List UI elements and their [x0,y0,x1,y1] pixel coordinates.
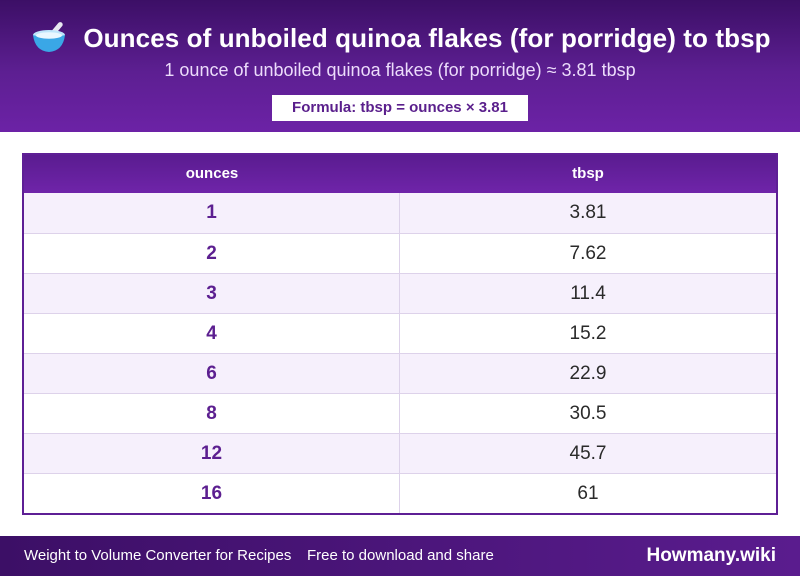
tbsp-cell: 7.62 [569,243,607,264]
tbsp-cell: 11.4 [570,283,606,304]
footer-bar: Weight to Volume Converter for Recipes F… [0,536,800,576]
table-row: 4 15.2 [24,313,776,353]
title-row: Ounces of unboiled quinoa flakes (for po… [0,18,800,58]
ounces-cell: 16 [24,474,400,513]
tbsp-cell: 45.7 [569,443,607,464]
conversion-table: ounces tbsp 1 3.81 2 7.62 3 11.4 4 15.2 … [22,153,778,515]
page-subtitle: 1 ounce of unboiled quinoa flakes (for p… [164,60,636,80]
brand-logo-text[interactable]: Howmany.wiki [646,545,776,566]
ounces-cell: 12 [24,434,400,473]
table-row: 6 22.9 [24,353,776,393]
tbsp-cell: 3.81 [569,202,607,223]
tbsp-cell: 61 [577,483,599,504]
table-row: 12 45.7 [24,433,776,473]
tbsp-cell: 30.5 [569,403,607,424]
column-header-ounces: ounces [185,165,239,182]
ounces-cell: 8 [24,394,400,433]
table-header-row: ounces tbsp [24,155,776,193]
column-header-tbsp: tbsp [572,165,604,182]
footer-tagline: Free to download and share [307,547,494,564]
bowl-with-spoon-icon [29,18,69,58]
tbsp-cell: 22.9 [569,363,607,384]
page-title: Ounces of unboiled quinoa flakes (for po… [83,22,771,53]
footer-app-name: Weight to Volume Converter for Recipes [24,547,292,564]
tbsp-cell: 15.2 [569,323,607,344]
ounces-cell: 1 [24,193,400,233]
ounces-cell: 4 [24,314,400,353]
table-row: 16 61 [24,473,776,513]
formula-badge: Formula: tbsp = ounces × 3.81 [272,95,528,121]
ounces-cell: 6 [24,354,400,393]
table-row: 3 11.4 [24,273,776,313]
table-row: 2 7.62 [24,233,776,273]
table-body: 1 3.81 2 7.62 3 11.4 4 15.2 6 22.9 8 30.… [24,193,776,513]
table-row: 8 30.5 [24,393,776,433]
table-row: 1 3.81 [24,193,776,233]
ounces-cell: 3 [24,274,400,313]
ounces-cell: 2 [24,234,400,273]
header-banner: Ounces of unboiled quinoa flakes (for po… [0,0,800,132]
